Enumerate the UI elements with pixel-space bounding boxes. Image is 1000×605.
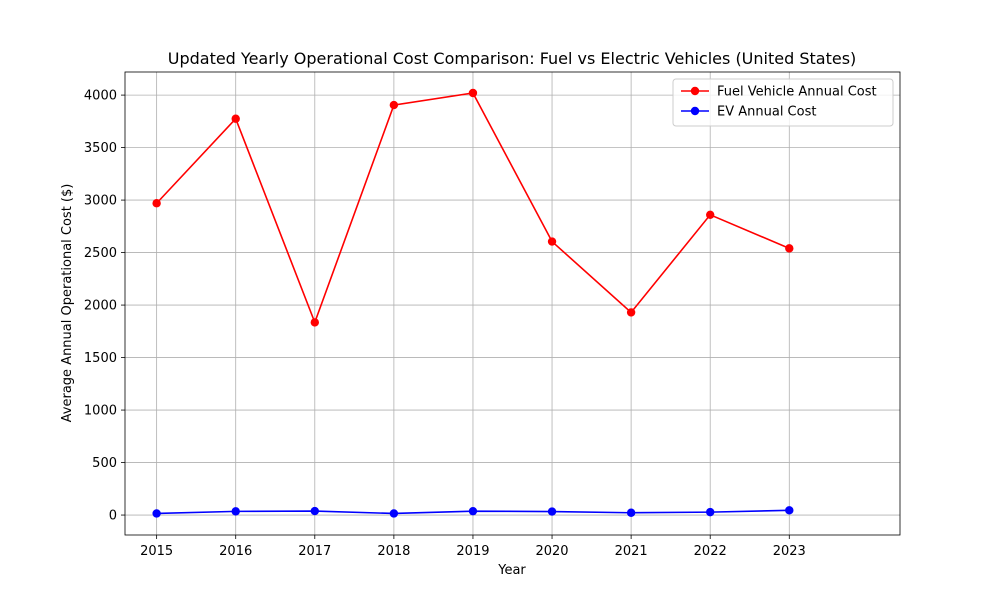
fuel-vehicle-annual-cost-point	[547, 237, 557, 246]
ev-annual-cost-point	[785, 506, 794, 515]
legend: Fuel Vehicle Annual Cost EV Annual Cost	[672, 78, 894, 127]
x-tick-label: 2019	[456, 544, 489, 559]
fuel-vehicle-annual-cost-point	[785, 244, 794, 253]
series	[152, 88, 794, 518]
fuel-vehicle-annual-cost-point	[231, 114, 240, 123]
y-tick-label: 3500	[84, 141, 117, 156]
y-tick-label: 0	[109, 509, 117, 524]
legend-label: EV Annual Cost	[717, 105, 816, 120]
ev-annual-cost-point	[231, 507, 240, 516]
chart-title: Updated Yearly Operational Cost Comparis…	[168, 49, 857, 68]
y-axis-label: Average Annual Operational Cost ($)	[60, 184, 75, 423]
y-tick-label: 500	[92, 456, 117, 471]
y-tick-label: 3000	[84, 194, 117, 209]
ev-annual-cost-point	[626, 508, 636, 517]
axes: 2015 2016 2017 2018 2019 2020 2021 2022 2023 0 500…	[84, 71, 901, 559]
legend-marker	[690, 106, 700, 116]
y-tick-label: 1000	[84, 404, 117, 419]
ev-annual-cost-point	[547, 507, 557, 516]
y-tick-label: 1500	[84, 351, 117, 366]
legend-marker	[690, 86, 700, 96]
ev-annual-cost-point	[310, 506, 319, 516]
y-tick-label: 4000	[84, 89, 117, 104]
x-tick-label: 2021	[615, 544, 648, 559]
x-tick-label: 2022	[694, 544, 727, 559]
fuel-vehicle-annual-cost-point	[389, 100, 399, 110]
x-axis-label: Year	[497, 563, 526, 578]
ev-annual-cost-point	[152, 509, 161, 518]
x-tick-label: 2020	[535, 544, 568, 559]
legend-label: Fuel Vehicle Annual Cost	[717, 85, 877, 100]
gridlines	[125, 72, 900, 535]
x-tick-label: 2018	[377, 544, 410, 559]
y-tick-label: 2500	[84, 246, 117, 261]
ev-annual-cost-point	[389, 509, 399, 518]
x-tick-label: 2017	[298, 544, 331, 559]
fuel-vehicle-annual-cost-point	[152, 199, 161, 208]
fuel-vehicle-annual-cost-point	[310, 318, 319, 327]
fuel-vehicle-annual-cost-point	[706, 210, 715, 219]
x-tick-label: 2023	[773, 544, 806, 559]
ev-annual-cost-point	[706, 507, 715, 517]
fuel-vehicle-annual-cost-point	[626, 308, 636, 317]
ev-annual-cost-point	[468, 506, 478, 516]
plot-frame	[124, 71, 901, 536]
legend-box	[672, 78, 894, 127]
x-tick-label: 2015	[140, 544, 173, 559]
y-tick-label: 2000	[84, 299, 117, 314]
fuel-vehicle-annual-cost-point	[468, 88, 478, 98]
x-tick-label: 2016	[219, 544, 252, 559]
